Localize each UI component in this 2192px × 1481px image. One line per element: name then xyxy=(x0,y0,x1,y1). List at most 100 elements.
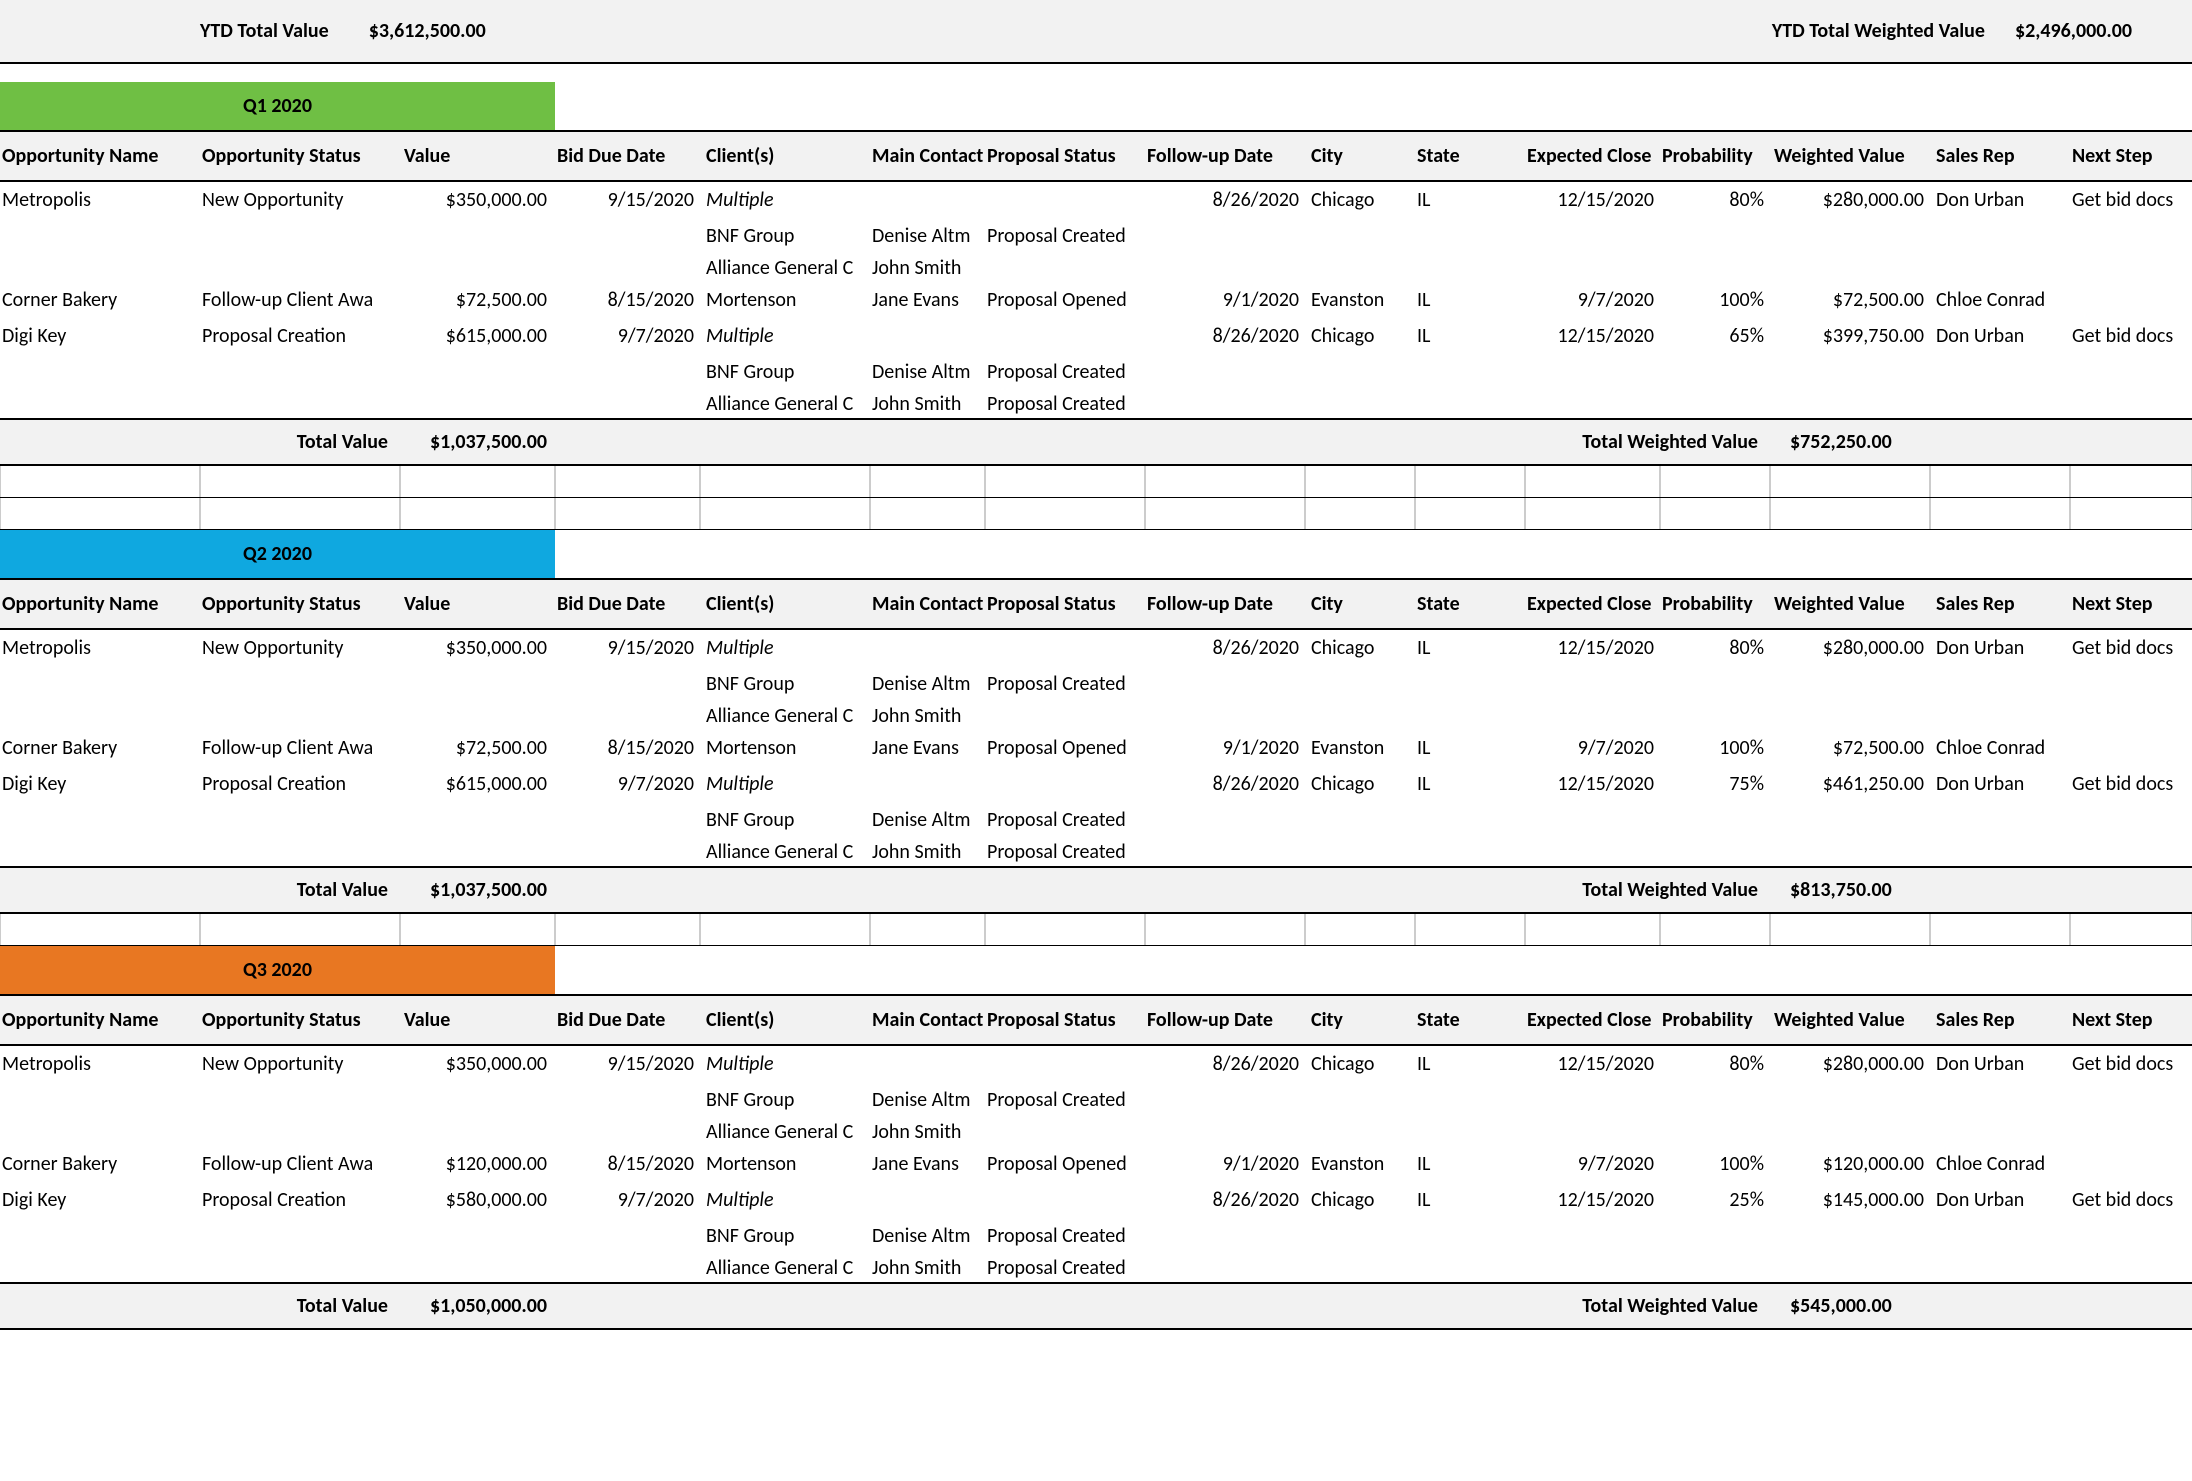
cell xyxy=(555,702,700,706)
cell: Multiple xyxy=(700,770,870,798)
cell: BNF Group xyxy=(700,1222,870,1250)
cell xyxy=(985,1186,1145,1190)
cell xyxy=(1305,440,1415,444)
cell xyxy=(1930,358,2070,362)
cell xyxy=(400,838,555,842)
cell xyxy=(1930,806,2070,810)
cell xyxy=(1415,390,1525,394)
cell xyxy=(555,1254,700,1258)
cell xyxy=(400,390,555,394)
cell: Get bid docs xyxy=(2070,322,2192,350)
cell xyxy=(2070,1086,2192,1090)
cell: New Opportunity xyxy=(200,1050,400,1078)
cell: IL xyxy=(1415,634,1525,662)
cell: Sales Rep xyxy=(1930,1006,2070,1034)
opportunity-row: MetropolisNew Opportunity$350,000.009/15… xyxy=(0,182,2192,218)
cell: Proposal Created xyxy=(985,670,1145,698)
cell: 25% xyxy=(1660,1186,1770,1214)
cell xyxy=(1415,1222,1525,1226)
cell xyxy=(1525,498,1660,529)
cell xyxy=(985,1304,1145,1308)
cell xyxy=(400,670,555,674)
cell xyxy=(1145,1304,1305,1308)
ytd-weighted-value: $2,496,000.00 xyxy=(2015,19,2132,43)
cell xyxy=(400,806,555,810)
cell xyxy=(700,440,870,444)
cell xyxy=(2070,734,2192,738)
cell: Proposal Created xyxy=(985,838,1145,866)
cell: $120,000.00 xyxy=(400,1150,555,1178)
cell: Bid Due Date xyxy=(555,142,700,170)
cell xyxy=(200,702,400,706)
cell xyxy=(1145,702,1305,706)
cell xyxy=(0,390,200,394)
cell: 8/15/2020 xyxy=(555,286,700,314)
cell xyxy=(1770,914,1930,945)
cell: $545,000.00 xyxy=(1770,1292,1930,1320)
cell xyxy=(1305,358,1415,362)
cell xyxy=(555,498,700,529)
cell xyxy=(1930,702,2070,706)
cell xyxy=(1525,702,1660,706)
cell: Follow-up Client Awa xyxy=(200,286,400,314)
opportunity-sub-row: Alliance General CJohn Smith xyxy=(0,250,2192,282)
cell xyxy=(2070,702,2192,706)
cell xyxy=(555,1086,700,1090)
cell: Get bid docs xyxy=(2070,634,2192,662)
cell xyxy=(700,498,870,529)
cell: Multiple xyxy=(700,186,870,214)
cell xyxy=(400,498,555,529)
cell xyxy=(1305,670,1415,674)
column-header-row: Opportunity NameOpportunity StatusValueB… xyxy=(0,130,2192,182)
cell xyxy=(870,322,985,326)
cell: Client(s) xyxy=(700,142,870,170)
cell: Chicago xyxy=(1305,186,1415,214)
cell xyxy=(1525,390,1660,394)
cell xyxy=(1415,1086,1525,1090)
ytd-summary-bar: YTD Total Value $3,612,500.00 YTD Total … xyxy=(0,0,2192,64)
cell xyxy=(1660,1118,1770,1122)
cell xyxy=(400,914,555,945)
cell xyxy=(870,888,985,892)
cell: $1,037,500.00 xyxy=(400,428,555,456)
cell xyxy=(200,838,400,842)
cell: John Smith xyxy=(870,254,985,282)
cell: 12/15/2020 xyxy=(1525,770,1660,798)
cell: Mortenson xyxy=(700,734,870,762)
cell: 8/26/2020 xyxy=(1145,770,1305,798)
cell: Total Value xyxy=(200,428,400,456)
cell: 8/26/2020 xyxy=(1145,634,1305,662)
cell xyxy=(555,670,700,674)
cell xyxy=(1930,888,2070,892)
cell: Main Contact xyxy=(870,142,985,170)
cell xyxy=(1660,222,1770,226)
cell xyxy=(2070,466,2192,497)
cell xyxy=(1930,390,2070,394)
cell xyxy=(1930,1254,2070,1258)
cell: Metropolis xyxy=(0,1050,200,1078)
cell xyxy=(0,466,200,497)
cell xyxy=(1930,222,2070,226)
cell: Value xyxy=(400,1006,555,1034)
cell: 9/7/2020 xyxy=(555,1186,700,1214)
cell xyxy=(1415,806,1525,810)
cell xyxy=(870,770,985,774)
cell xyxy=(700,466,870,497)
cell: 8/15/2020 xyxy=(555,734,700,762)
cell xyxy=(2070,254,2192,258)
cell: Jane Evans xyxy=(870,286,985,314)
cell: Chloe Conrad xyxy=(1930,286,2070,314)
cell xyxy=(1660,838,1770,842)
cell xyxy=(985,440,1145,444)
cell xyxy=(1525,1222,1660,1226)
cell xyxy=(400,1086,555,1090)
cell: Alliance General C xyxy=(700,838,870,866)
cell: $399,750.00 xyxy=(1770,322,1930,350)
cell xyxy=(555,358,700,362)
cell: New Opportunity xyxy=(200,634,400,662)
cell xyxy=(1525,806,1660,810)
cell: 9/7/2020 xyxy=(1525,734,1660,762)
cell: Don Urban xyxy=(1930,186,2070,214)
column-header-row: Opportunity NameOpportunity StatusValueB… xyxy=(0,578,2192,630)
cell xyxy=(2070,670,2192,674)
